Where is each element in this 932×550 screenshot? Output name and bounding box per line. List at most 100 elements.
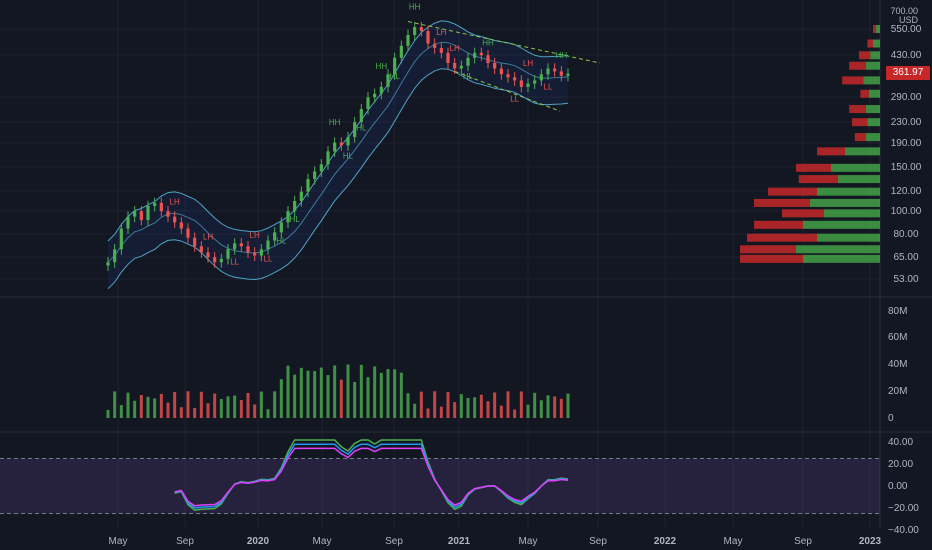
candle-body: [106, 262, 110, 266]
oscillator-line-magenta: [174, 447, 569, 507]
candle-body: [293, 200, 297, 212]
swing-label: HH: [482, 38, 494, 47]
volume-bar: [473, 397, 477, 418]
candle-body: [393, 57, 397, 75]
swing-label: LH: [250, 231, 260, 240]
oscillator-tick-label: 20.00: [888, 459, 913, 470]
profile-sell-bar: [842, 76, 864, 85]
volume-bar: [426, 408, 430, 418]
time-tick-label: Sep: [176, 536, 194, 547]
volume-bar: [239, 400, 243, 418]
lower-band: [107, 68, 569, 290]
profile-sell-bar: [796, 163, 831, 172]
swing-label: LH: [436, 28, 446, 37]
last-price-badge: 361.97: [886, 66, 930, 80]
candle-body: [479, 52, 483, 56]
profile-buy-bar: [824, 209, 880, 218]
candle-body: [179, 222, 183, 229]
profile-buy-bar: [817, 233, 880, 242]
volume-bar: [486, 401, 490, 418]
volume-bar: [193, 407, 197, 418]
volume-bar: [173, 391, 177, 418]
candle-body: [406, 34, 410, 46]
volume-bar: [313, 371, 317, 418]
profile-buy-bar: [868, 89, 880, 98]
candle-body: [186, 228, 190, 238]
profile-buy-bar: [873, 39, 880, 48]
candle-body: [113, 249, 117, 263]
swing-label: LL: [230, 258, 239, 267]
volume-bar: [413, 403, 417, 418]
profile-buy-bar: [838, 175, 880, 184]
candle-body: [546, 68, 550, 75]
profile-buy-bar: [866, 61, 880, 70]
swing-label: HL: [356, 123, 367, 132]
time-tick-label: May: [109, 536, 128, 547]
candle-body: [353, 122, 357, 138]
candle-body: [553, 68, 557, 72]
candle-body: [226, 249, 230, 259]
candle-body: [199, 246, 203, 253]
volume-bar: [526, 404, 530, 418]
candle-body: [433, 43, 437, 49]
profile-sell-bar: [854, 133, 866, 142]
oscillator-pane: [0, 439, 880, 514]
time-tick-label: May: [724, 536, 743, 547]
time-tick-label: Sep: [589, 536, 607, 547]
volume-bar: [246, 392, 250, 418]
swing-label: HH: [556, 51, 568, 60]
time-tick-label: May: [313, 536, 332, 547]
time-tick-label: 2023: [859, 536, 882, 547]
candle-body: [446, 52, 450, 64]
volume-bar: [213, 393, 217, 418]
candle-body: [279, 222, 283, 233]
volume-bar: [293, 374, 297, 418]
volume-bar: [166, 402, 170, 418]
volume-bar: [273, 391, 277, 418]
profile-sell-bar: [754, 220, 803, 229]
candle-body: [126, 216, 130, 229]
volume-bar: [459, 394, 463, 418]
volume-bar: [126, 392, 130, 418]
candle-body: [313, 171, 317, 180]
profile-sell-bar: [798, 175, 838, 184]
candle-body: [566, 73, 570, 76]
candle-body: [273, 232, 277, 241]
candle-body: [399, 45, 403, 58]
profile-buy-bar: [817, 187, 880, 196]
candle-body: [513, 77, 517, 81]
oscillator-tick-label: −40.00: [888, 525, 919, 536]
price-tick-label: 120.00: [891, 186, 922, 197]
candle-body: [493, 63, 497, 69]
currency-code: USD: [898, 15, 918, 25]
volume-bar: [206, 403, 210, 418]
profile-buy-bar: [845, 147, 880, 156]
time-tick-label: 2022: [654, 536, 677, 547]
candle-body: [319, 164, 323, 172]
volume-bar: [433, 391, 437, 418]
profile-buy-bar: [810, 198, 880, 207]
volume-bar: [186, 391, 190, 418]
profile-buy-bar: [870, 51, 880, 60]
candle-body: [486, 55, 490, 64]
candle-body: [379, 86, 383, 94]
candle-body: [306, 179, 310, 192]
middle-band: [107, 41, 569, 263]
candle-body: [266, 240, 270, 250]
volume-bar: [306, 370, 310, 418]
volume-tick-label: 60M: [888, 332, 907, 343]
time-tick-label: 2021: [448, 536, 471, 547]
time-tick-label: Sep: [794, 536, 812, 547]
candle-body: [539, 74, 543, 81]
volume-bar: [146, 396, 150, 418]
candle-body: [373, 93, 377, 98]
candle-body: [453, 63, 457, 69]
axes: 550.00 430.00 290.00 230.00 190.00 150.00 120.…: [109, 24, 922, 547]
volume-bar: [226, 396, 230, 418]
volume-bar: [399, 372, 403, 418]
candle-body: [153, 202, 157, 206]
oscillator-tick-label: 0.00: [888, 481, 908, 492]
oscillator-band: [0, 458, 880, 514]
candle-body: [326, 151, 330, 165]
